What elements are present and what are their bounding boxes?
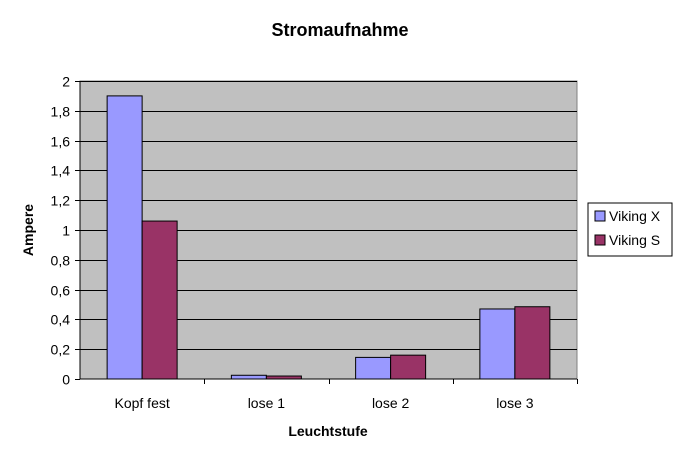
legend-label: Viking X [609, 208, 661, 224]
x-tick-label: lose 2 [372, 395, 410, 411]
legend-swatch [594, 234, 606, 246]
legend: Viking X Viking S [587, 202, 673, 257]
y-tick-label: 0 [62, 372, 70, 388]
y-tick-label: 1,2 [51, 193, 71, 209]
legend-swatch [594, 210, 606, 222]
bar [106, 95, 143, 380]
y-tick-label: 0,2 [51, 342, 71, 358]
y-tick-label: 1 [62, 223, 70, 239]
bar [479, 308, 516, 380]
chart-title: Stromaufnahme [271, 20, 408, 40]
y-tick-label: 2 [62, 74, 70, 90]
x-axis-ticks: Kopf fest lose 1 lose 2 lose 3 [114, 379, 578, 411]
y-axis-ticks: 0 0,2 0,4 0,6 0,8 1 1,2 1,4 1,6 1,8 2 [51, 74, 80, 388]
x-axis-title: Leuchtstufe [288, 423, 368, 439]
x-tick-label: lose 3 [496, 395, 534, 411]
y-tick-label: 1,8 [51, 104, 71, 120]
y-tick-label: 1,4 [51, 163, 71, 179]
legend-label: Viking S [609, 232, 660, 248]
bar [355, 356, 392, 380]
bar [230, 374, 267, 380]
y-tick-label: 0,4 [51, 312, 71, 328]
y-tick-label: 0,8 [51, 253, 71, 269]
x-tick-label: Kopf fest [114, 395, 169, 411]
bar [390, 354, 427, 380]
y-tick-label: 1,6 [51, 134, 71, 150]
x-tick-label: lose 1 [248, 395, 286, 411]
y-axis-title: Ampere [20, 204, 36, 256]
bar [514, 306, 551, 380]
y-tick-label: 0,6 [51, 283, 71, 299]
bar [141, 220, 178, 380]
